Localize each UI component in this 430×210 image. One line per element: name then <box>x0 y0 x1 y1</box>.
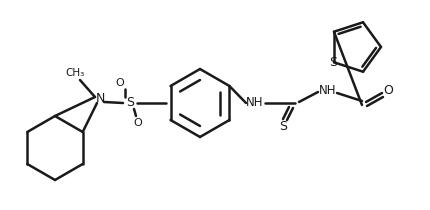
Text: S: S <box>278 121 286 134</box>
Text: N: N <box>95 92 104 105</box>
Text: O: O <box>382 84 392 97</box>
Text: O: O <box>133 118 142 128</box>
Text: S: S <box>126 97 134 109</box>
Text: CH₃: CH₃ <box>65 68 84 78</box>
Text: S: S <box>328 56 336 69</box>
Text: O: O <box>115 78 124 88</box>
Text: NH: NH <box>319 84 336 97</box>
Text: NH: NH <box>246 97 263 109</box>
